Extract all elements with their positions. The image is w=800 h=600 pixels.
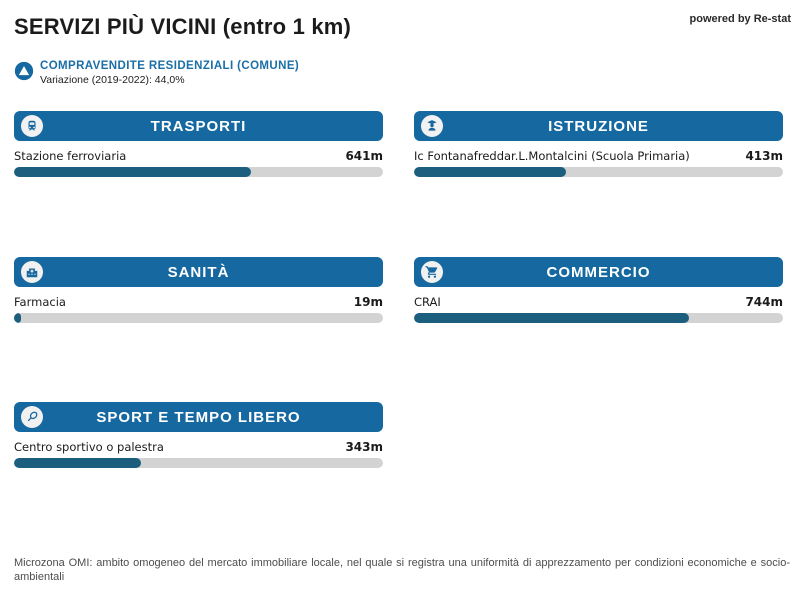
distance-bar-track bbox=[414, 167, 783, 177]
card-sanita: SANITÀ Farmacia 19m bbox=[14, 257, 383, 323]
card-title: SPORT E TEMPO LIBERO bbox=[96, 408, 301, 426]
shopping-cart-icon bbox=[421, 261, 443, 283]
distance-bar-fill bbox=[14, 313, 21, 323]
service-distance: 343m bbox=[345, 440, 383, 454]
distance-bar-track bbox=[14, 313, 383, 323]
distance-bar-track bbox=[14, 458, 383, 468]
card-title: TRASPORTI bbox=[150, 117, 247, 135]
card-header: SANITÀ bbox=[14, 257, 383, 287]
service-name: Centro sportivo o palestra bbox=[14, 440, 164, 454]
card-title: COMMERCIO bbox=[546, 263, 651, 281]
service-distance: 744m bbox=[745, 295, 783, 309]
distance-bar-fill bbox=[414, 167, 567, 177]
service-name: Stazione ferroviaria bbox=[14, 149, 127, 163]
card-header: TRASPORTI bbox=[14, 111, 383, 141]
card-header: ISTRUZIONE bbox=[414, 111, 783, 141]
service-name: Farmacia bbox=[14, 295, 66, 309]
microzona-note: Microzona OMI: ambito omogeneo del merca… bbox=[14, 557, 790, 583]
card-commercio: COMMERCIO CRAI 744m bbox=[414, 257, 783, 323]
graduate-icon bbox=[421, 115, 443, 137]
circle-triangle-up-icon bbox=[14, 61, 34, 81]
category-variation-label: Variazione (2019-2022): 44,0% bbox=[40, 74, 185, 86]
distance-bar-fill bbox=[14, 167, 251, 177]
powered-by-label: powered by Re-stat bbox=[689, 13, 791, 25]
distance-bar-fill bbox=[414, 313, 689, 323]
distance-bar-track bbox=[414, 313, 783, 323]
service-distance: 19m bbox=[353, 295, 383, 309]
card-header: SPORT E TEMPO LIBERO bbox=[14, 402, 383, 432]
card-header: COMMERCIO bbox=[414, 257, 783, 287]
service-distance: 641m bbox=[345, 149, 383, 163]
category-link[interactable]: COMPRAVENDITE RESIDENZIALI (COMUNE) bbox=[40, 60, 300, 72]
service-name: Ic Fontanafreddar.L.Montalcini (Scuola P… bbox=[414, 149, 690, 163]
card-trasporti: TRASPORTI Stazione ferroviaria 641m bbox=[14, 111, 383, 177]
card-title: ISTRUZIONE bbox=[548, 117, 649, 135]
distance-bar-fill bbox=[14, 458, 141, 468]
tennis-racket-icon bbox=[21, 406, 43, 428]
card-sport-tempo-libero: SPORT E TEMPO LIBERO Centro sportivo o p… bbox=[14, 402, 383, 468]
distance-bar-track bbox=[14, 167, 383, 177]
service-name: CRAI bbox=[414, 295, 441, 309]
card-title: SANITÀ bbox=[167, 263, 230, 281]
train-icon bbox=[21, 115, 43, 137]
service-distance: 413m bbox=[745, 149, 783, 163]
hospital-icon bbox=[21, 261, 43, 283]
card-istruzione: ISTRUZIONE Ic Fontanafreddar.L.Montalcin… bbox=[414, 111, 783, 177]
category-selector: COMPRAVENDITE RESIDENZIALI (COMUNE) Vari… bbox=[14, 60, 299, 86]
page-title: SERVIZI PIÙ VICINI (entro 1 km) bbox=[14, 14, 352, 39]
